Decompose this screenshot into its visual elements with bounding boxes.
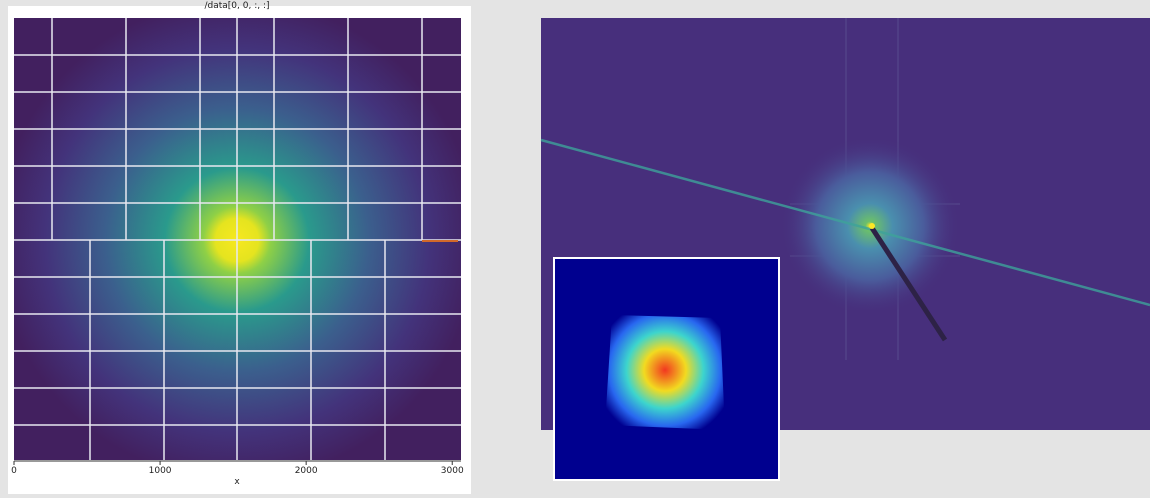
x-tick-label: 0 <box>11 466 17 476</box>
x-tick-label: 1000 <box>149 466 172 476</box>
x-tick-label: 3000 <box>441 466 464 476</box>
x-ticks: 0 1000 2000 3000 <box>11 461 464 476</box>
x-axis-label: x <box>234 477 240 487</box>
x-tick-label: 2000 <box>295 466 318 476</box>
inset-image <box>553 257 780 481</box>
streak <box>540 138 1150 307</box>
module-gaps <box>14 18 461 460</box>
beamstop <box>869 226 948 342</box>
plot-title: /data[0, 0, :, :] <box>204 1 269 11</box>
inset-object <box>605 315 725 430</box>
beam-center <box>869 223 875 229</box>
